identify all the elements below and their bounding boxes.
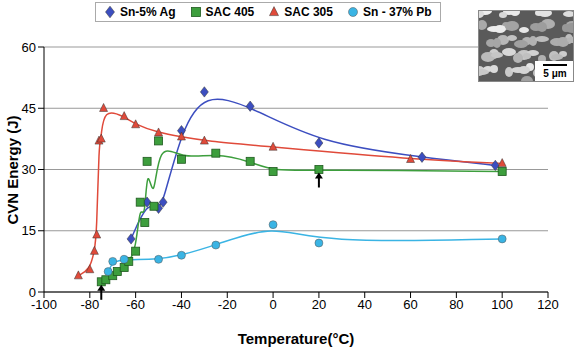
svg-text:-80: -80 — [80, 297, 99, 312]
svg-text:60: 60 — [403, 297, 417, 312]
html-text:Sn - 37% Pb: Sn - 37% Pb — [363, 5, 432, 19]
svg-text:15: 15 — [22, 223, 36, 238]
svg-text:80: 80 — [449, 297, 463, 312]
svg-text:0: 0 — [269, 297, 276, 312]
svg-text:100: 100 — [491, 297, 513, 312]
html-text:Sn-5% Ag: Sn-5% Ag — [120, 5, 176, 19]
svg-text:-40: -40 — [172, 297, 191, 312]
svg-text:-60: -60 — [126, 297, 145, 312]
svg-text:30: 30 — [22, 162, 36, 177]
html-text:CVN Energy (J): CVN Energy (J) — [3, 115, 21, 225]
html-text:Temperature(°C): Temperature(°C) — [237, 330, 355, 347]
svg-text:45: 45 — [22, 101, 36, 116]
svg-text:40: 40 — [357, 297, 371, 312]
svg-text:-100: -100 — [31, 297, 57, 313]
svg-text:-20: -20 — [218, 297, 237, 312]
svg-text:120: 120 — [537, 297, 559, 312]
svg-text:20: 20 — [312, 297, 326, 312]
svg-text:60: 60 — [22, 40, 36, 55]
html-text:SAC 405: SAC 405 — [205, 5, 255, 19]
svg-text:0: 0 — [29, 285, 36, 300]
svg-text:5 μm: 5 μm — [543, 68, 566, 79]
html-text:SAC 305: SAC 305 — [284, 5, 333, 19]
